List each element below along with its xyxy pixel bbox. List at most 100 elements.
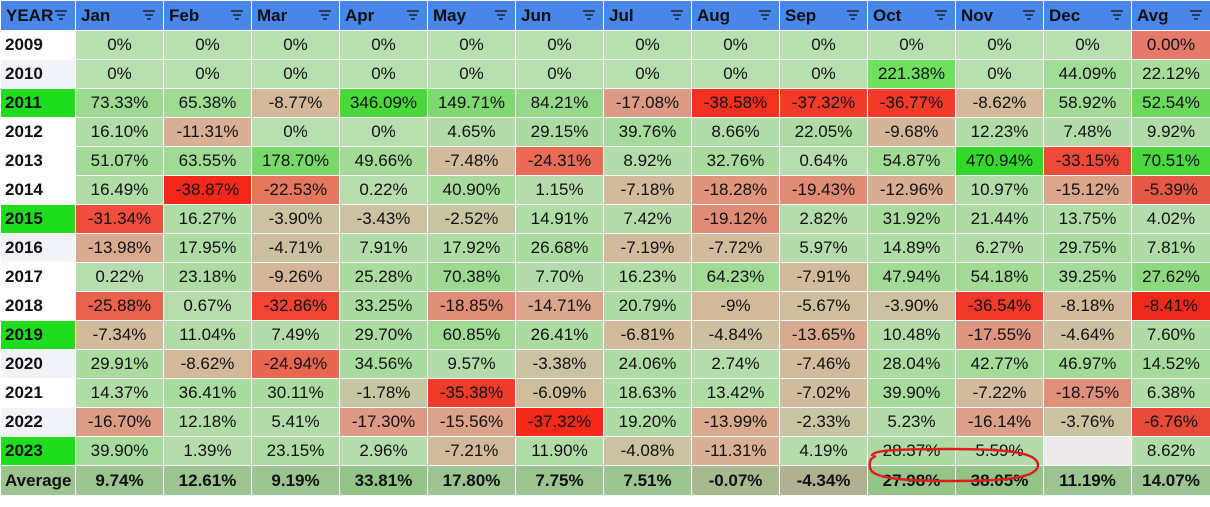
column-header-may[interactable]: May	[427, 0, 516, 31]
return-cell[interactable]: -18.85%	[427, 291, 516, 321]
return-cell[interactable]: -9.68%	[867, 117, 956, 147]
return-cell[interactable]: 0%	[779, 30, 868, 60]
return-cell[interactable]: -7.18%	[603, 175, 692, 205]
return-cell[interactable]: -2.52%	[427, 204, 516, 234]
return-cell[interactable]: -3.43%	[339, 204, 428, 234]
filter-icon[interactable]	[229, 7, 245, 23]
return-cell[interactable]: 28.04%	[867, 349, 956, 379]
return-cell[interactable]: 29.75%	[1043, 233, 1132, 263]
return-cell[interactable]: 7.48%	[1043, 117, 1132, 147]
average-label[interactable]: Average	[0, 465, 76, 496]
average-cell[interactable]: 7.75%	[515, 465, 604, 496]
filter-icon[interactable]	[141, 7, 157, 23]
return-cell[interactable]: 18.63%	[603, 378, 692, 408]
return-cell[interactable]: -6.09%	[515, 378, 604, 408]
return-cell[interactable]: 21.44%	[955, 204, 1044, 234]
return-cell[interactable]: -36.77%	[867, 88, 956, 118]
year-cell[interactable]: 2013	[0, 146, 76, 176]
year-average-cell[interactable]: 7.81%	[1131, 233, 1210, 263]
return-cell[interactable]: 54.18%	[955, 262, 1044, 292]
return-cell[interactable]: -35.38%	[427, 378, 516, 408]
return-cell[interactable]: -9%	[691, 291, 780, 321]
return-cell[interactable]: 0%	[339, 117, 428, 147]
average-cell[interactable]: -4.34%	[779, 465, 868, 496]
average-cell[interactable]: -0.07%	[691, 465, 780, 496]
year-cell[interactable]: 2017	[0, 262, 76, 292]
return-cell[interactable]: -31.34%	[75, 204, 164, 234]
return-cell[interactable]: 0%	[75, 59, 164, 89]
return-cell[interactable]: 7.49%	[251, 320, 340, 350]
return-cell[interactable]: -11.31%	[691, 436, 780, 466]
filter-icon[interactable]	[669, 7, 685, 23]
return-cell[interactable]: 178.70%	[251, 146, 340, 176]
return-cell[interactable]: -9.26%	[251, 262, 340, 292]
return-cell[interactable]: 31.92%	[867, 204, 956, 234]
return-cell[interactable]: -4.64%	[1043, 320, 1132, 350]
average-cell[interactable]: 38.05%	[955, 465, 1044, 496]
average-cell[interactable]: 27.98%	[867, 465, 956, 496]
return-cell[interactable]: -8.77%	[251, 88, 340, 118]
column-header-mar[interactable]: Mar	[251, 0, 340, 31]
filter-icon[interactable]	[845, 7, 861, 23]
year-average-cell[interactable]: 14.52%	[1131, 349, 1210, 379]
average-cell[interactable]: 17.80%	[427, 465, 516, 496]
return-cell[interactable]: -3.90%	[867, 291, 956, 321]
year-cell[interactable]: 2016	[0, 233, 76, 263]
return-cell[interactable]: 0%	[603, 59, 692, 89]
filter-icon[interactable]	[933, 7, 949, 23]
return-cell[interactable]: 0%	[163, 59, 252, 89]
return-cell[interactable]: -7.72%	[691, 233, 780, 263]
return-cell[interactable]: -4.08%	[603, 436, 692, 466]
return-cell[interactable]: -7.91%	[779, 262, 868, 292]
year-average-cell[interactable]: 52.54%	[1131, 88, 1210, 118]
return-cell[interactable]: 8.66%	[691, 117, 780, 147]
return-cell[interactable]: 39.90%	[75, 436, 164, 466]
filter-icon[interactable]	[1021, 7, 1037, 23]
return-cell[interactable]: 5.23%	[867, 407, 956, 437]
return-cell[interactable]: 26.41%	[515, 320, 604, 350]
return-cell[interactable]: -15.12%	[1043, 175, 1132, 205]
return-cell[interactable]: 0%	[251, 30, 340, 60]
return-cell[interactable]: 7.70%	[515, 262, 604, 292]
average-cell[interactable]: 7.51%	[603, 465, 692, 496]
return-cell[interactable]: -18.75%	[1043, 378, 1132, 408]
column-header-dec[interactable]: Dec	[1043, 0, 1132, 31]
year-average-cell[interactable]: -6.76%	[1131, 407, 1210, 437]
return-cell[interactable]: 0%	[163, 30, 252, 60]
return-cell[interactable]: 5.41%	[251, 407, 340, 437]
return-cell[interactable]: -24.94%	[251, 349, 340, 379]
return-cell[interactable]: -33.15%	[1043, 146, 1132, 176]
return-cell[interactable]: 0.22%	[75, 262, 164, 292]
return-cell[interactable]: 2.82%	[779, 204, 868, 234]
return-cell[interactable]: 14.89%	[867, 233, 956, 263]
return-cell[interactable]: 34.56%	[339, 349, 428, 379]
return-cell[interactable]: -3.38%	[515, 349, 604, 379]
return-cell[interactable]: 60.85%	[427, 320, 516, 350]
return-cell[interactable]: 5.59%	[955, 436, 1044, 466]
return-cell[interactable]: 0.22%	[339, 175, 428, 205]
year-cell[interactable]: 2018	[0, 291, 76, 321]
return-cell[interactable]: -17.55%	[955, 320, 1044, 350]
return-cell[interactable]: 12.23%	[955, 117, 1044, 147]
return-cell[interactable]: 19.20%	[603, 407, 692, 437]
return-cell[interactable]: 39.76%	[603, 117, 692, 147]
return-cell[interactable]: -38.58%	[691, 88, 780, 118]
return-cell[interactable]: -7.22%	[955, 378, 1044, 408]
return-cell[interactable]: 4.65%	[427, 117, 516, 147]
average-cell[interactable]: 33.81%	[339, 465, 428, 496]
return-cell[interactable]: 20.79%	[603, 291, 692, 321]
return-cell[interactable]: 149.71%	[427, 88, 516, 118]
return-cell[interactable]: 36.41%	[163, 378, 252, 408]
column-header-nov[interactable]: Nov	[955, 0, 1044, 31]
return-cell[interactable]: 0.67%	[163, 291, 252, 321]
return-cell[interactable]: -13.65%	[779, 320, 868, 350]
return-cell[interactable]: 11.04%	[163, 320, 252, 350]
column-header-avg[interactable]: Avg	[1131, 0, 1210, 31]
return-cell[interactable]: -17.30%	[339, 407, 428, 437]
column-header-aug[interactable]: Aug	[691, 0, 780, 31]
year-cell[interactable]: 2022	[0, 407, 76, 437]
filter-icon[interactable]	[1109, 7, 1125, 23]
return-cell[interactable]: -19.12%	[691, 204, 780, 234]
return-cell[interactable]: -6.81%	[603, 320, 692, 350]
filter-icon[interactable]	[53, 7, 69, 23]
